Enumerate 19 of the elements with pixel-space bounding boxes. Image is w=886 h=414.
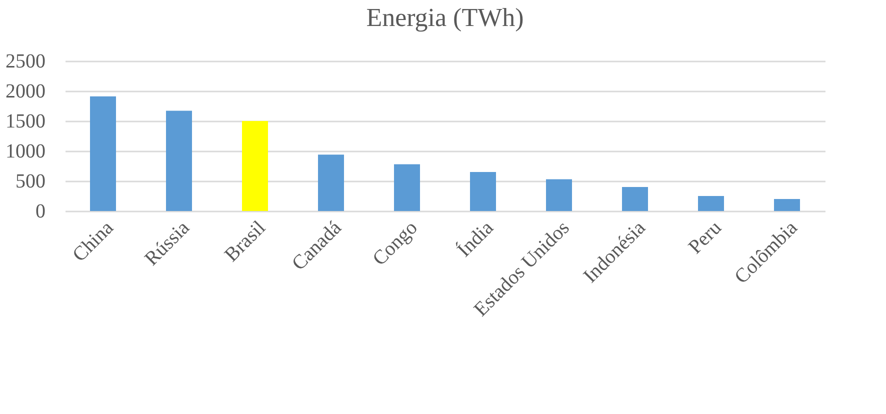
bar — [90, 96, 116, 211]
bar — [698, 196, 724, 211]
y-tick-label: 500 — [16, 170, 46, 192]
y-tick-label: 1500 — [6, 110, 46, 132]
x-tick-label: Índia — [452, 216, 498, 262]
bar — [470, 172, 496, 211]
y-tick-label: 1000 — [6, 140, 46, 162]
bar — [622, 187, 648, 211]
bar — [242, 121, 268, 211]
bar — [774, 199, 800, 211]
y-tick-label: 2500 — [6, 50, 46, 72]
chart-title: Energia (TWh) — [366, 3, 524, 32]
y-tick-label: 2000 — [6, 80, 46, 102]
bar — [394, 164, 420, 211]
bar — [166, 110, 192, 211]
bar — [318, 154, 344, 211]
x-tick-label: Peru — [684, 216, 726, 258]
bar — [546, 179, 572, 211]
y-tick-label: 0 — [36, 200, 46, 222]
